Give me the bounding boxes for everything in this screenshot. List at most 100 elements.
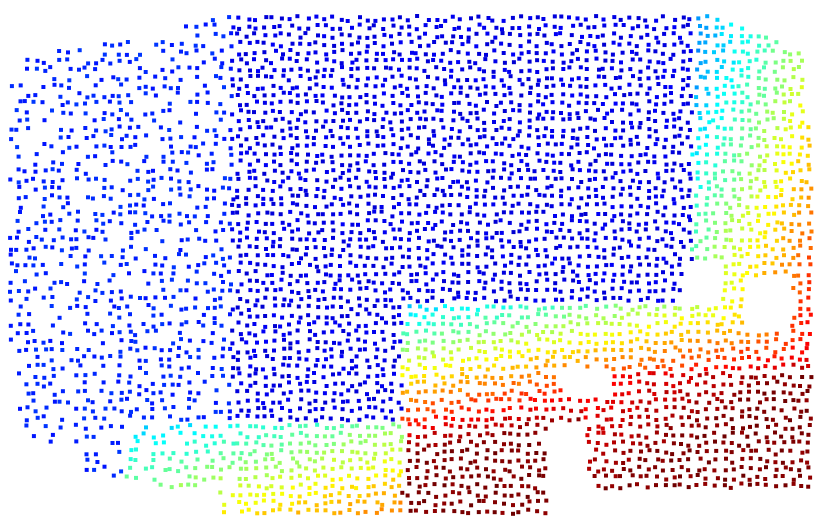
point — [475, 312, 479, 316]
point — [269, 15, 273, 19]
point — [482, 340, 486, 344]
point — [588, 162, 592, 166]
point — [314, 194, 318, 198]
point — [25, 418, 29, 422]
point — [773, 350, 777, 354]
point — [340, 424, 344, 428]
point — [483, 375, 487, 379]
point — [686, 23, 690, 27]
point — [238, 477, 242, 481]
point — [153, 478, 157, 482]
point — [621, 121, 625, 125]
point — [254, 424, 258, 428]
point — [645, 332, 649, 336]
point — [128, 414, 132, 418]
point — [348, 433, 352, 437]
point — [806, 296, 810, 300]
point — [43, 197, 47, 201]
point — [74, 373, 78, 377]
point — [424, 271, 428, 275]
point — [741, 50, 745, 54]
point — [255, 493, 259, 497]
point — [256, 262, 260, 266]
point — [584, 355, 588, 359]
point — [450, 457, 454, 461]
point — [110, 290, 114, 294]
point — [503, 264, 507, 268]
point — [669, 57, 673, 61]
point — [338, 278, 342, 282]
point — [323, 494, 327, 498]
point — [612, 273, 616, 277]
point — [407, 184, 411, 188]
point — [372, 118, 376, 122]
point — [716, 43, 720, 47]
point — [24, 382, 28, 386]
point — [611, 195, 615, 199]
point — [393, 112, 397, 116]
point — [238, 297, 242, 301]
point — [423, 265, 427, 269]
point — [82, 279, 86, 283]
point — [247, 331, 251, 335]
point — [125, 162, 129, 166]
point — [432, 134, 436, 138]
point — [631, 26, 635, 30]
point — [731, 108, 735, 112]
point — [94, 61, 98, 65]
point — [509, 271, 513, 275]
point — [729, 383, 733, 387]
point — [585, 95, 589, 99]
point — [688, 58, 692, 62]
point — [417, 422, 421, 426]
point — [33, 339, 37, 343]
point — [635, 280, 639, 284]
point — [253, 51, 257, 55]
point — [281, 171, 285, 175]
point — [652, 392, 656, 396]
point — [383, 151, 387, 155]
point — [321, 407, 325, 411]
point — [559, 15, 563, 19]
point — [111, 75, 115, 79]
point — [33, 163, 37, 167]
point — [716, 323, 720, 327]
point — [695, 305, 699, 309]
point — [467, 330, 471, 334]
point — [197, 237, 201, 241]
point — [399, 160, 403, 164]
point — [638, 125, 642, 129]
point — [627, 16, 631, 20]
point — [449, 167, 453, 171]
point — [339, 296, 343, 300]
point — [475, 325, 479, 329]
point — [74, 228, 78, 232]
point — [144, 467, 148, 471]
point — [519, 304, 523, 308]
point — [346, 19, 350, 23]
point — [490, 236, 494, 240]
point — [602, 75, 606, 79]
point — [503, 202, 507, 206]
point — [536, 15, 540, 19]
point — [756, 219, 760, 223]
point — [780, 263, 784, 267]
point — [239, 159, 243, 163]
point — [568, 261, 572, 265]
point — [628, 185, 632, 189]
point — [358, 231, 362, 235]
point — [349, 194, 353, 198]
point — [110, 331, 114, 335]
point — [647, 401, 651, 405]
point — [425, 461, 429, 465]
point — [315, 508, 319, 512]
point — [347, 322, 351, 326]
point — [534, 248, 538, 252]
point — [314, 482, 318, 486]
point — [304, 204, 308, 208]
point — [50, 185, 54, 189]
point — [129, 330, 133, 334]
point — [536, 151, 540, 155]
point — [367, 485, 371, 489]
point — [757, 439, 761, 443]
